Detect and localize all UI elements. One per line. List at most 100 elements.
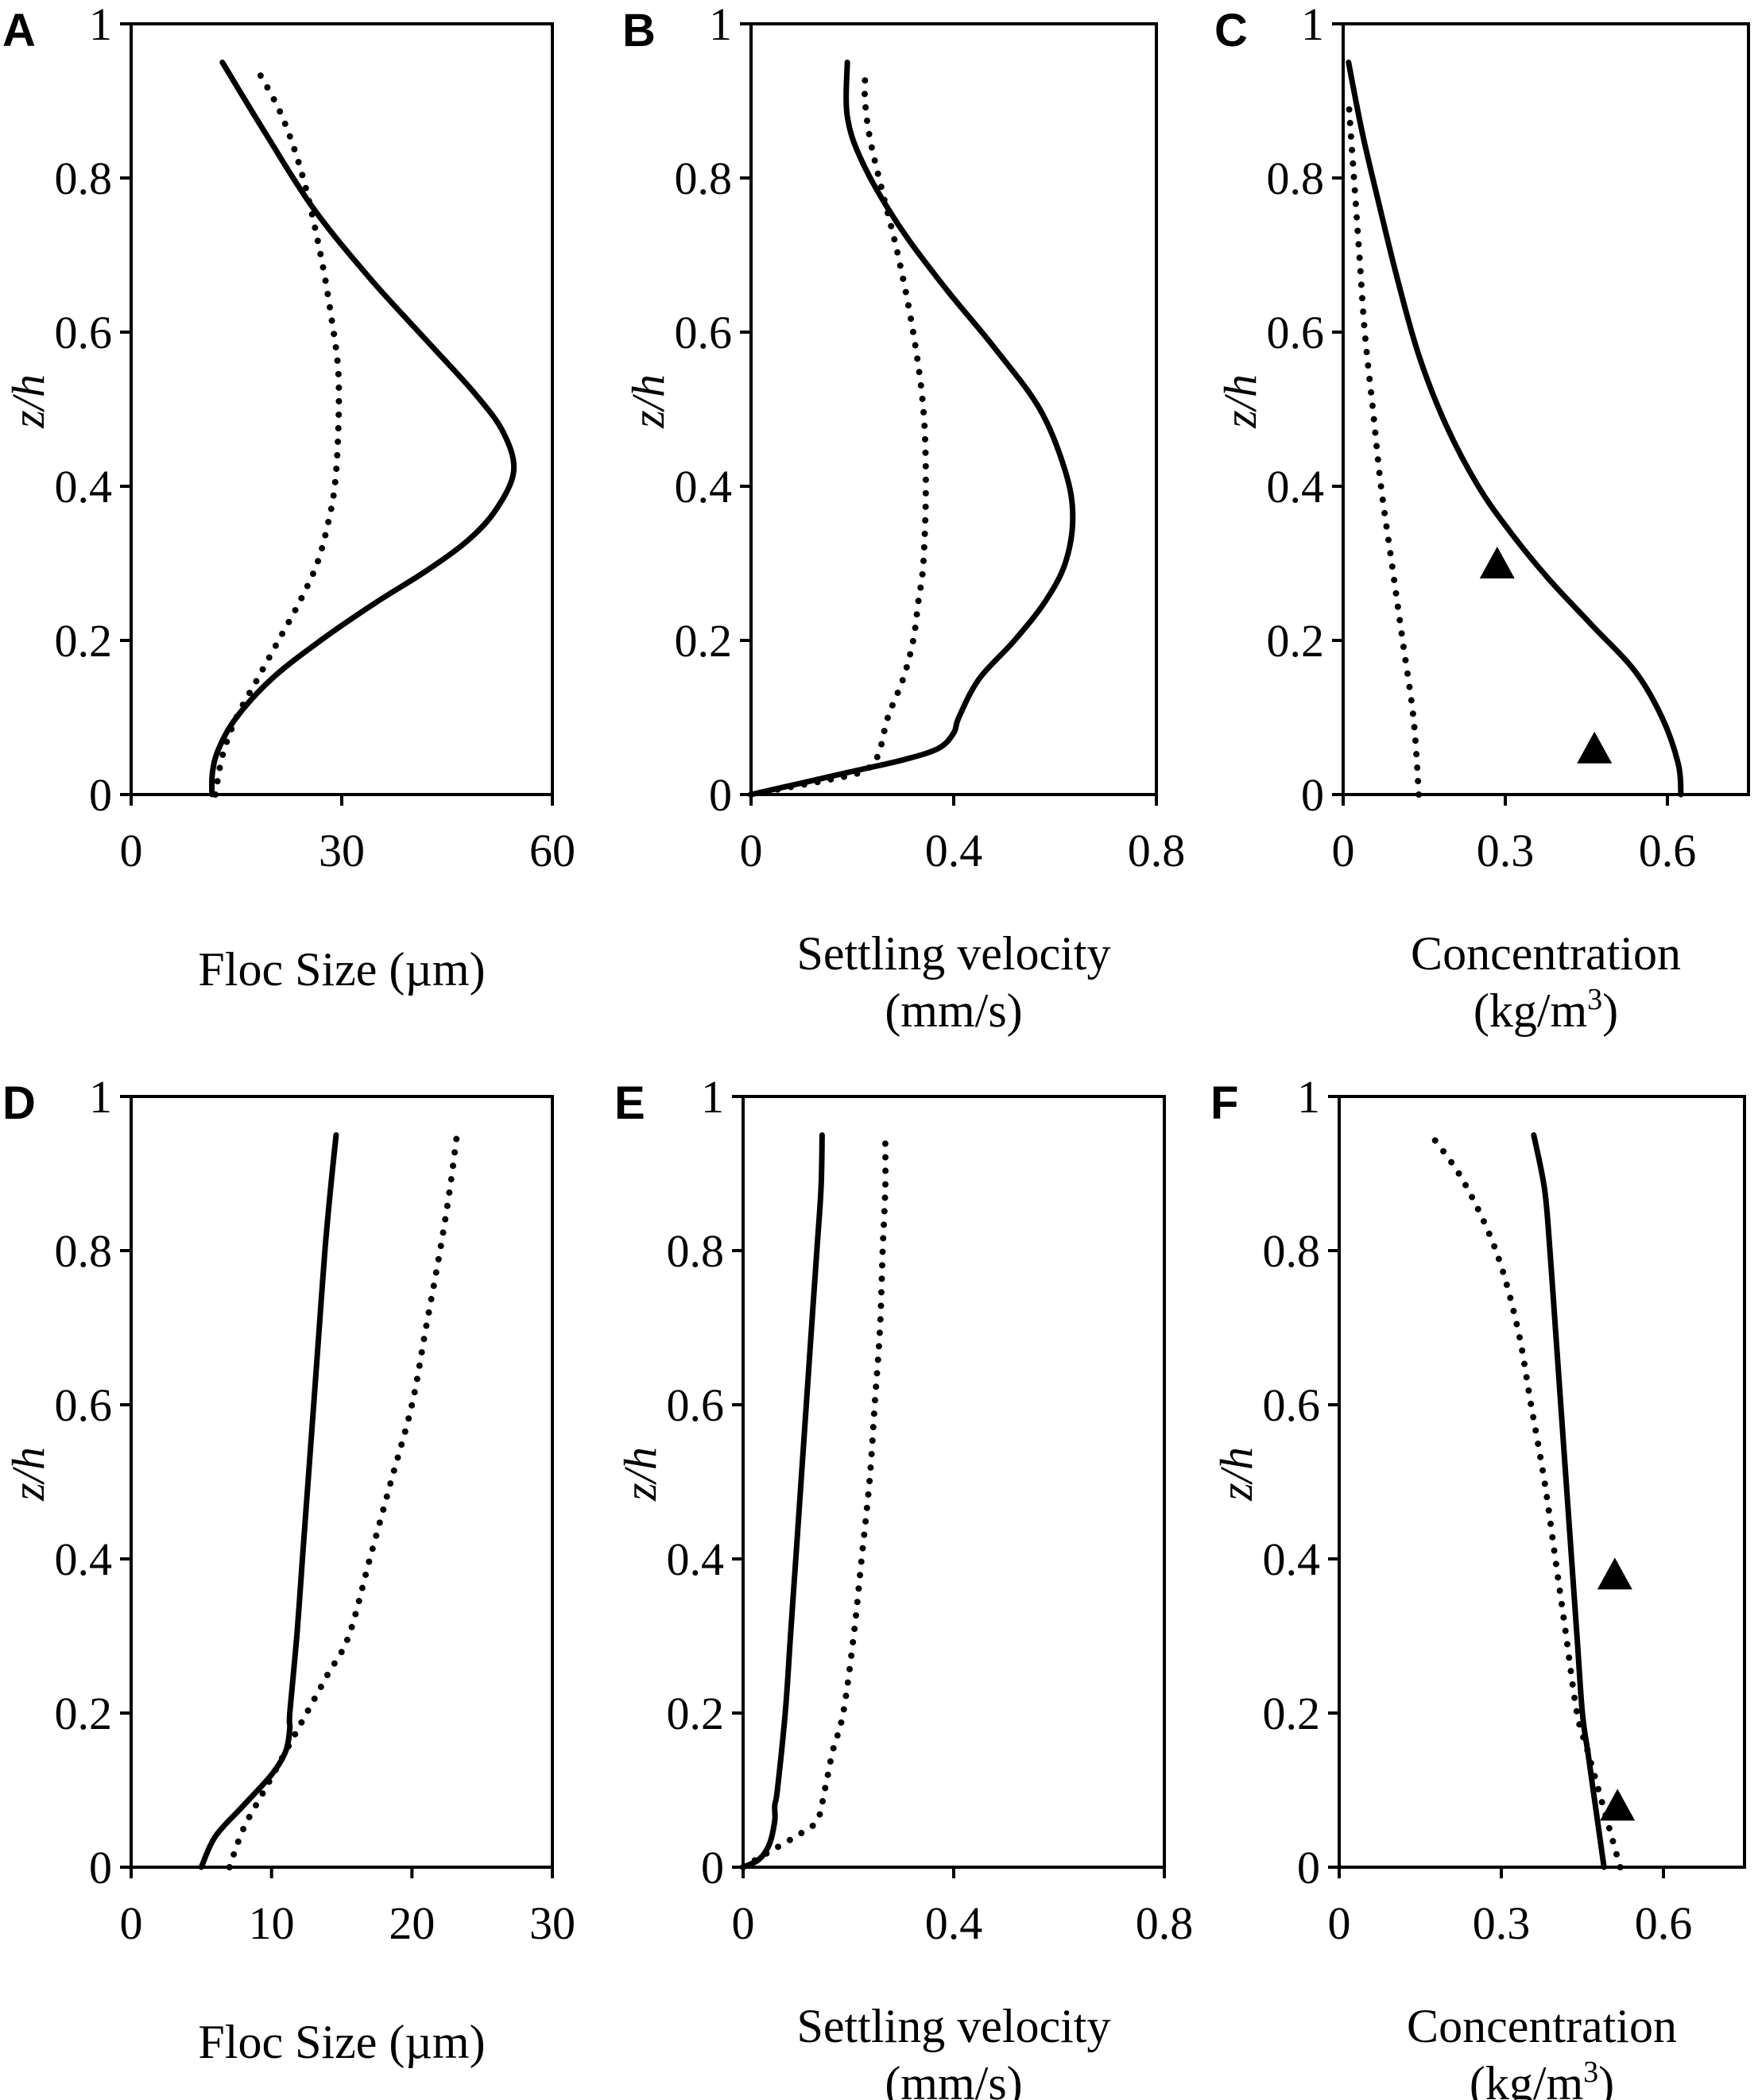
x-axis-label: Settling velocity (mm/s) — [797, 2000, 1111, 2100]
plot-frame — [742, 1095, 1166, 1869]
y-tick-label: 0.6 — [667, 1379, 725, 1431]
y-tick-label: 1 — [89, 0, 112, 50]
y-tick-label: 1 — [1301, 0, 1324, 50]
x-tick-label: 20 — [389, 1897, 435, 1949]
y-tick-label: 1 — [709, 0, 732, 50]
y-axis-label: z/h — [1214, 374, 1266, 429]
y-axis-label: z/h — [614, 1447, 666, 1502]
panel-label-f: F — [1210, 1077, 1238, 1129]
x-tick-label: 30 — [319, 825, 365, 876]
x-tick-label: 0.3 — [1477, 825, 1535, 876]
x-tick-label: 0.4 — [925, 1897, 983, 1949]
x-tick-label: 0.3 — [1473, 1897, 1531, 1949]
panel-label-a: A — [2, 5, 36, 56]
y-tick-label: 0 — [701, 1842, 724, 1893]
plot-frame — [749, 22, 1158, 796]
x-tick-label: 0.6 — [1639, 825, 1697, 876]
y-tick-label: 0.2 — [1263, 1688, 1321, 1739]
y-tick-label: 0.8 — [1267, 153, 1325, 204]
y-tick-label: 0.6 — [55, 307, 113, 358]
y-axis-label: z/h — [2, 1447, 54, 1502]
y-tick-label: 0.4 — [1263, 1533, 1321, 1585]
plot-frame — [130, 1095, 554, 1869]
series-solid — [1346, 60, 1684, 798]
observation-marker — [1577, 731, 1613, 764]
y-tick-label: 0.8 — [1263, 1225, 1321, 1277]
x-tick-label: 0 — [1328, 1897, 1351, 1949]
y-tick-label: 0.2 — [675, 615, 733, 667]
y-tick-label: 0.6 — [55, 1379, 113, 1431]
panel-label-b: B — [622, 5, 656, 56]
plot-frame — [1338, 1095, 1746, 1869]
x-tick-label: 0 — [120, 1897, 143, 1949]
series-dotted — [748, 74, 929, 798]
series-solid — [748, 60, 1076, 798]
y-tick-label: 0.6 — [1263, 1379, 1321, 1431]
x-tick-label: 0 — [732, 1897, 755, 1949]
panel-e: 0 0.2 0.4 0.6 0.8 1 0 0.4 0.8 z/h Settling velocit… — [614, 1071, 1193, 2100]
y-tick-label: 0.4 — [55, 461, 113, 512]
x-axis-label: Concentration (kg/m3) — [1411, 927, 1681, 1037]
panel-label-e: E — [614, 1077, 645, 1129]
x-tick-label: 0.4 — [925, 825, 983, 876]
panel-label-d: D — [2, 1077, 36, 1129]
y-tick-label: 0 — [1297, 1842, 1320, 1893]
y-tick-label: 0.4 — [667, 1533, 725, 1585]
observation-marker — [1600, 1789, 1636, 1821]
panel-label-c: C — [1214, 5, 1248, 56]
y-tick-label: 0.4 — [1267, 461, 1325, 512]
y-tick-label: 0.6 — [675, 307, 733, 358]
x-axis-label: Settling velocity (mm/s) — [797, 927, 1111, 1037]
y-tick-label: 1 — [701, 1071, 724, 1123]
series-solid — [198, 1132, 339, 1870]
series-dotted — [1427, 1131, 1624, 1870]
y-tick-label: 0.2 — [667, 1688, 725, 1739]
y-axis-label: z/h — [2, 374, 54, 429]
y-tick-label: 0.2 — [1267, 615, 1325, 667]
series-dotted — [740, 1139, 889, 1870]
y-tick-label: 0.8 — [667, 1225, 725, 1277]
series-dotted — [1345, 98, 1423, 798]
series-solid — [1531, 1132, 1607, 1870]
x-tick-label: 0.6 — [1635, 1897, 1693, 1949]
y-axis-label: z/h — [1210, 1447, 1262, 1502]
x-tick-label: 0.8 — [1128, 825, 1186, 876]
y-tick-label: 0.2 — [55, 1688, 113, 1739]
x-tick-label: 0 — [740, 825, 763, 876]
series-dotted — [212, 67, 343, 798]
y-tick-label: 0 — [89, 1842, 112, 1893]
y-tick-label: 0.8 — [55, 1225, 113, 1277]
panel-b: 0 0.2 0.4 0.6 0.8 1 0 0.4 0.8 z/h Settling velocit… — [622, 0, 1185, 1037]
x-tick-label: 10 — [249, 1897, 295, 1949]
plot-frame — [1342, 22, 1750, 796]
y-axis-label: z/h — [622, 374, 674, 429]
x-tick-label: 0 — [1332, 825, 1355, 876]
y-tick-label: 0 — [89, 769, 112, 821]
x-tick-label: 60 — [529, 825, 575, 876]
series-dotted — [226, 1131, 460, 1870]
series-solid — [740, 1132, 825, 1870]
y-tick-label: 0 — [709, 769, 732, 821]
observation-marker — [1479, 547, 1515, 578]
x-tick-label: 0 — [120, 825, 143, 876]
series-solid — [209, 60, 517, 798]
x-axis-label: Concentration (kg/m3) — [1407, 2000, 1677, 2100]
y-tick-label: 1 — [1297, 1071, 1320, 1123]
panel-a: 0 0.2 0.4 0.6 0.8 1 0 30 60 z/h Floc Size (µm) A — [2, 0, 575, 996]
x-axis-label: Floc Size (µm) — [198, 2016, 485, 2068]
x-tick-label: 30 — [529, 1897, 575, 1949]
y-tick-label: 0.6 — [1267, 307, 1325, 358]
y-tick-label: 0.8 — [675, 153, 733, 204]
y-tick-label: 1 — [89, 1071, 112, 1123]
y-tick-label: 0.4 — [55, 1533, 113, 1585]
observation-marker — [1597, 1557, 1632, 1590]
y-tick-label: 0.4 — [675, 461, 733, 512]
x-axis-label: Floc Size (µm) — [198, 943, 485, 996]
y-tick-label: 0 — [1301, 769, 1324, 821]
x-tick-label: 0.8 — [1136, 1897, 1194, 1949]
y-tick-label: 0.2 — [55, 615, 113, 667]
